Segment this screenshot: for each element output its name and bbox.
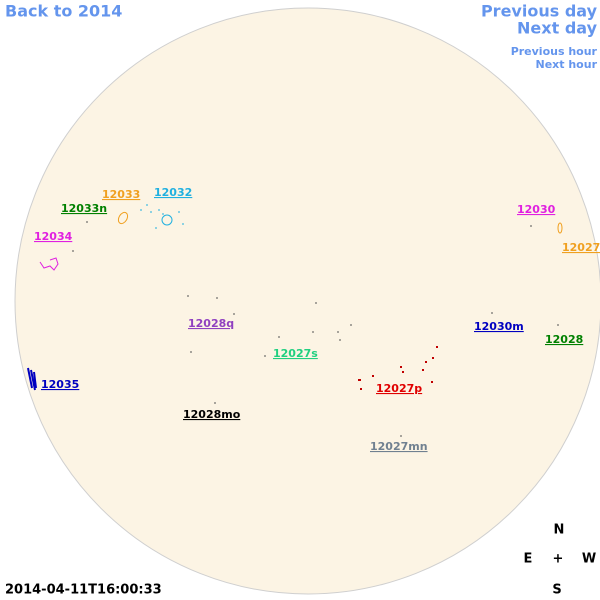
spot xyxy=(72,221,559,437)
spots xyxy=(27,204,563,437)
next-day-link[interactable]: Next day xyxy=(517,19,598,38)
region-label[interactable]: 12028 xyxy=(545,333,583,346)
region-label[interactable]: 12034 xyxy=(34,230,73,243)
solar-disk xyxy=(14,7,600,595)
region-label[interactable]: 12027p xyxy=(376,382,422,395)
previous-day-link[interactable]: Previous day xyxy=(481,2,598,21)
compass-south: S xyxy=(552,583,561,598)
region-label[interactable]: 12027s xyxy=(273,347,318,360)
timestamp: 2014-04-11T16:00:33 xyxy=(5,583,162,598)
region-label[interactable]: 12035 xyxy=(41,378,79,391)
region-label[interactable]: 12028mo xyxy=(183,408,241,421)
compass-north: N xyxy=(554,523,565,538)
spot xyxy=(358,346,438,390)
region-label[interactable]: 12030m xyxy=(474,320,524,333)
spot xyxy=(27,367,37,391)
spot xyxy=(161,214,173,226)
compass-east: E xyxy=(524,552,533,567)
region-label[interactable]: 12027mn xyxy=(370,440,428,453)
spot xyxy=(140,204,184,229)
region-label[interactable]: 12027 xyxy=(562,241,600,254)
compass-center: + xyxy=(553,552,564,567)
spot xyxy=(39,257,59,271)
previous-hour-link[interactable]: Previous hour xyxy=(511,45,598,58)
spot xyxy=(117,211,129,225)
region-label[interactable]: 12032 xyxy=(154,186,192,199)
region-label[interactable]: 12033n xyxy=(61,202,107,215)
next-hour-link[interactable]: Next hour xyxy=(536,58,598,71)
compass-west: W xyxy=(582,552,596,567)
region-label[interactable]: 12030 xyxy=(517,203,556,216)
region-label[interactable]: 12033 xyxy=(102,188,140,201)
region-label[interactable]: 12028q xyxy=(188,317,234,330)
back-link[interactable]: Back to 2014 xyxy=(5,2,122,21)
spot xyxy=(557,222,563,234)
